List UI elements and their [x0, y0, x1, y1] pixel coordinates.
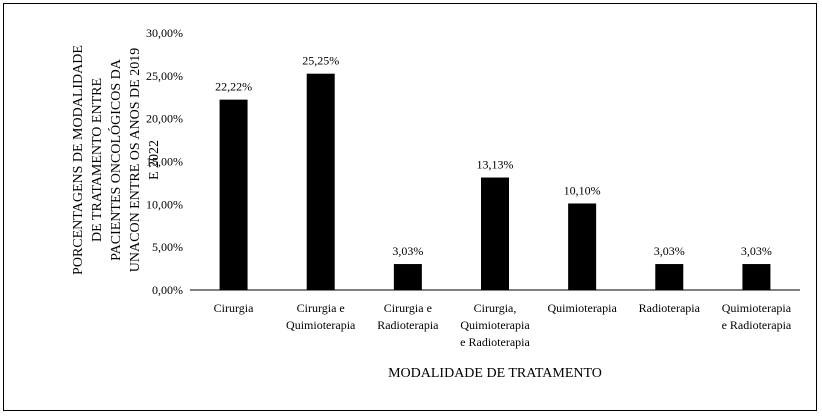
category-label: Cirurgia — [214, 301, 254, 315]
data-label: 22,22% — [215, 80, 252, 94]
y-tick-label: 25,00% — [146, 69, 183, 83]
y-tick-label: 30,00% — [146, 26, 183, 40]
data-label: 13,13% — [477, 158, 514, 172]
category-label: Cirurgia e Radioterapia — [377, 301, 439, 332]
y-axis-title-text: PORCENTAGENS DE MODALIDADE DE TRATAMENTO … — [71, 45, 162, 275]
x-axis-title: MODALIDADE DE TRATAMENTO — [388, 366, 602, 381]
y-tick-label: 15,00% — [146, 155, 183, 169]
y-axis-title: PORCENTAGENS DE MODALIDADE DE TRATAMENTO … — [71, 45, 162, 275]
category-label: Quimioterapia e Radioterapia — [722, 301, 792, 332]
bar — [219, 99, 248, 290]
y-tick-label: 10,00% — [146, 197, 183, 211]
chart-frame — [3, 3, 817, 411]
bars — [219, 73, 771, 290]
y-tick-label: 0,00% — [152, 283, 183, 297]
category-labels: Cirurgia Cirurgia e Quimioterapia Cirurgia … — [214, 301, 792, 349]
data-label: 3,03% — [654, 244, 685, 258]
data-label: 3,03% — [392, 244, 423, 258]
category-label: Quimioterapia — [547, 301, 617, 315]
y-tick-label: 5,00% — [152, 240, 183, 254]
category-label: Radioterapia — [639, 301, 701, 315]
bar — [568, 203, 597, 290]
data-label: 10,10% — [564, 183, 601, 197]
y-axis-ticks: 0,00% 5,00% 10,00% 15,00% 20,00% 25,00% 30,00% — [146, 26, 183, 297]
bar — [393, 264, 422, 290]
bar — [481, 177, 509, 290]
y-tick-label: 20,00% — [146, 112, 183, 126]
bar — [742, 264, 771, 290]
data-label: 3,03% — [741, 244, 772, 258]
category-label: Cirurgia, Quimioterapia e Radioterapia — [460, 301, 530, 349]
bar — [306, 73, 335, 290]
data-labels: 22,22% 25,25% 3,03% 13,13% 10,10% 3,03% 3,03% — [215, 54, 772, 258]
category-label: Cirurgia e Quimioterapia — [286, 301, 356, 332]
bar — [655, 264, 684, 290]
data-label: 25,25% — [302, 54, 339, 68]
